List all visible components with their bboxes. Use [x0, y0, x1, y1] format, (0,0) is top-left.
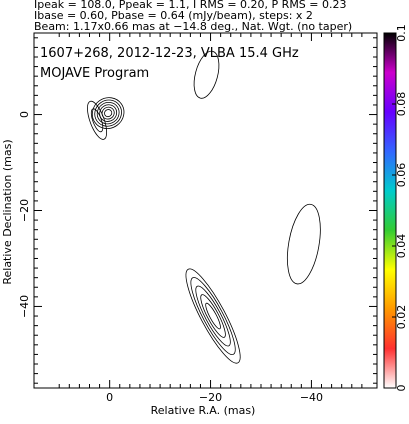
- header-line-3: Beam: 1.17x0.66 mas at −14.8 deg., Nat. …: [34, 20, 353, 33]
- contour-core-level-4: [99, 104, 118, 122]
- colorbar-tick-label: 0.02: [395, 305, 408, 330]
- header-line-2: Ibase = 0.60, Pbase = 0.64 (mJy/beam), s…: [34, 9, 313, 22]
- contour-north-blob-level-1: [193, 50, 220, 99]
- colorbar-tick-label: 0: [395, 385, 408, 392]
- contour-core-level-3: [96, 102, 120, 125]
- x-tick-label: −20: [199, 391, 222, 404]
- contour-south-jet-level-5: [205, 302, 221, 330]
- plot-frame: [33, 32, 378, 389]
- contour-south-jet-level-3: [195, 285, 231, 347]
- contour-core-level-6: [104, 109, 113, 118]
- contour-core-level-2: [94, 99, 122, 127]
- contour-north-east-level-1: [87, 100, 108, 140]
- colorbar-tick-label: 0.1: [395, 24, 408, 42]
- plot-title: 1607+268, 2012-12-23, VLBA 15.4 GHz: [40, 46, 299, 61]
- contour-south-jet-level-4: [200, 294, 226, 338]
- colorbar: 0 0.02 0.04 0.06 0.08 0.1: [383, 24, 408, 392]
- contour-south-west-level-1: [286, 203, 321, 285]
- colorbar-bar: [383, 32, 397, 389]
- colorbar-tick-label: 0.04: [395, 234, 408, 259]
- y-tick-label: −40: [18, 295, 31, 318]
- contour-map: [87, 50, 321, 364]
- colorbar-tick-label: 0.08: [395, 92, 408, 117]
- axis-ticks: 0 −20 −40 0 −20 −40: [18, 33, 377, 404]
- plot-subtitle: MOJAVE Program: [40, 66, 149, 81]
- plot-border: [33, 32, 378, 389]
- contour-core-level-1: [91, 97, 125, 129]
- x-axis-label: Relative R.A. (mas): [151, 404, 256, 417]
- contour-south-jet-level-2: [190, 277, 236, 355]
- y-tick-label: 0: [18, 111, 31, 118]
- y-axis-label: Relative Declination (mas): [1, 139, 14, 284]
- contour-north-east-level-2: [90, 108, 104, 133]
- contour-south-jet-level-1: [185, 268, 241, 364]
- x-tick-label: −40: [300, 391, 323, 404]
- x-tick-label: 0: [106, 391, 113, 404]
- header-line-1: Ipeak = 108.0, Ppeak = 1.1, I RMS = 0.20…: [34, 0, 347, 11]
- colorbar-tick-label: 0.06: [395, 163, 408, 188]
- y-tick-label: −20: [18, 199, 31, 222]
